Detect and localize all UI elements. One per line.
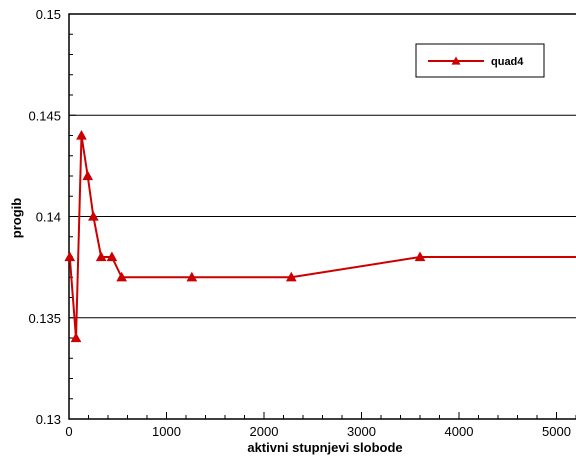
legend: quad4 — [415, 43, 545, 78]
data-point-quad4 — [82, 170, 94, 181]
x-tick-label: 3000 — [347, 424, 376, 439]
series-layer — [64, 129, 576, 343]
grid-lines — [69, 114, 576, 319]
y-axis-ticks: 0.13 0.135 0.14 0.145 0.15 — [28, 7, 76, 427]
x-tick-label: 0 — [65, 424, 72, 439]
x-tick-label: 4000 — [445, 424, 474, 439]
data-point-quad4 — [116, 271, 127, 282]
legend-marker-quad4 — [451, 56, 461, 65]
y-tick-label: 0.15 — [36, 7, 61, 22]
data-point-quad4 — [186, 271, 198, 282]
y-tick-label: 0.135 — [28, 311, 61, 326]
y-tick-label: 0.13 — [36, 412, 61, 427]
data-point-quad4 — [70, 332, 82, 343]
legend-label-quad4: quad4 — [491, 56, 524, 68]
x-axis-ticks: 0 1000 2000 3000 4000 5000 — [65, 412, 576, 439]
x-tick-label: 2000 — [250, 424, 279, 439]
series-line-quad4 — [68, 134, 576, 339]
y-axis-title: progib — [9, 198, 24, 238]
y-tick-label: 0.14 — [36, 210, 61, 225]
x-tick-label: 5000 — [542, 424, 571, 439]
data-point-quad4 — [64, 251, 76, 262]
data-point-quad4 — [106, 251, 118, 262]
data-point-quad4 — [285, 271, 297, 282]
data-point-quad4 — [95, 251, 107, 262]
x-axis-title: aktivni stupnjevi slobode — [247, 440, 402, 455]
data-point-quad4 — [88, 210, 99, 221]
x-tick-label: 1000 — [152, 424, 181, 439]
y-tick-label: 0.145 — [28, 108, 61, 123]
data-point-quad4 — [414, 251, 426, 262]
data-point-quad4 — [76, 129, 87, 140]
